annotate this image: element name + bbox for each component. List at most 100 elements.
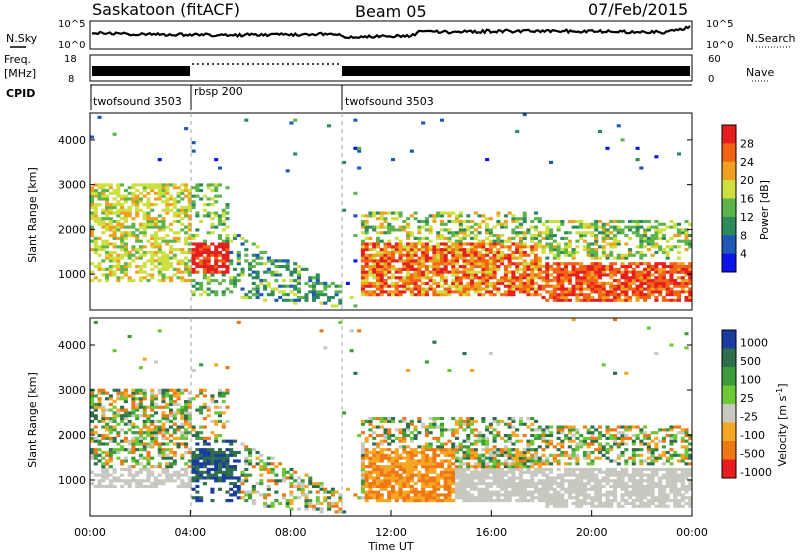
heatmap-cell bbox=[454, 259, 460, 263]
heatmap-cell bbox=[360, 431, 365, 435]
heatmap-cell bbox=[654, 276, 659, 280]
heatmap-cell bbox=[153, 479, 159, 483]
heatmap-cell bbox=[571, 448, 576, 452]
heatmap-cell bbox=[507, 293, 512, 297]
heatmap-cell bbox=[541, 222, 546, 226]
heatmap-cell bbox=[601, 453, 606, 457]
heatmap-cell bbox=[515, 467, 520, 472]
heatmap-cell bbox=[688, 239, 693, 243]
heatmap-cell bbox=[522, 453, 527, 457]
heatmap-cell bbox=[605, 222, 610, 226]
heatmap-cell bbox=[500, 293, 505, 297]
heatmap-cell bbox=[105, 197, 110, 201]
heatmap-cell bbox=[172, 431, 177, 435]
heatmap-cell bbox=[289, 284, 294, 288]
heatmap-cell bbox=[492, 273, 497, 277]
heatmap-cell bbox=[549, 279, 554, 283]
heatmap-cell bbox=[545, 245, 550, 249]
heatmap-cell bbox=[530, 493, 535, 497]
heatmap-cell bbox=[255, 276, 260, 280]
heatmap-cell bbox=[526, 276, 531, 280]
heatmap-cell bbox=[153, 197, 159, 201]
heatmap-cell bbox=[93, 439, 98, 443]
heatmap-cell bbox=[616, 281, 621, 285]
heatmap-cell bbox=[541, 462, 546, 466]
heatmap-cell bbox=[413, 250, 418, 255]
heatmap-cell bbox=[575, 490, 580, 494]
heatmap-cell bbox=[684, 234, 689, 238]
heatmap-cell bbox=[560, 476, 565, 480]
heatmap-cell bbox=[394, 287, 399, 291]
heatmap-cell bbox=[127, 262, 132, 266]
heatmap-cell bbox=[232, 453, 238, 457]
heatmap-cell bbox=[217, 414, 222, 418]
heatmap-cell bbox=[575, 501, 580, 505]
heatmap-cell bbox=[289, 482, 294, 486]
heatmap-cell bbox=[108, 186, 113, 190]
heatmap-cell bbox=[582, 231, 587, 235]
heatmap-cell bbox=[643, 239, 648, 243]
heatmap-cell bbox=[631, 225, 636, 229]
heatmap-cell bbox=[105, 453, 110, 457]
heatmap-cell bbox=[368, 473, 373, 477]
heatmap-cell bbox=[206, 459, 211, 463]
heatmap-cell bbox=[545, 234, 550, 238]
heatmap-cell bbox=[485, 276, 490, 280]
heatmap-cell bbox=[364, 281, 369, 285]
heatmap-cell bbox=[586, 248, 591, 252]
heatmap-cell bbox=[436, 284, 441, 288]
heatmap-cell bbox=[296, 264, 301, 269]
heatmap-cell bbox=[202, 194, 207, 198]
heatmap-cell bbox=[281, 473, 286, 477]
heatmap-cell bbox=[93, 203, 98, 207]
heatmap-cell bbox=[473, 262, 478, 266]
heatmap-cell bbox=[202, 208, 207, 212]
heatmap-cell bbox=[549, 273, 554, 277]
heatmap-cell bbox=[635, 146, 640, 150]
heatmap-cell bbox=[191, 236, 196, 240]
heatmap-cell bbox=[458, 462, 463, 466]
heatmap-cell bbox=[368, 293, 373, 297]
heatmap-cell bbox=[616, 501, 621, 505]
heatmap-cell bbox=[473, 236, 478, 240]
heatmap-cell bbox=[131, 411, 136, 415]
heatmap-cell bbox=[360, 264, 365, 269]
heatmap-cell bbox=[590, 450, 595, 455]
heatmap-cell bbox=[406, 368, 411, 373]
heatmap-cell bbox=[116, 188, 121, 193]
heatmap-cell bbox=[108, 270, 113, 274]
heatmap-cell bbox=[582, 276, 587, 280]
heatmap-cell bbox=[123, 264, 128, 269]
heatmap-cell bbox=[225, 476, 230, 480]
heatmap-cell bbox=[195, 476, 200, 480]
heatmap-cell bbox=[522, 273, 527, 277]
heatmap-cell bbox=[597, 290, 602, 294]
heatmap-cell bbox=[688, 273, 693, 277]
heatmap-cell bbox=[195, 250, 200, 255]
heatmap-cell bbox=[579, 433, 584, 438]
heatmap-cell bbox=[518, 439, 523, 443]
heatmap-cell bbox=[153, 191, 159, 195]
heatmap-cell bbox=[646, 264, 651, 269]
heatmap-cell bbox=[90, 135, 95, 139]
heatmap-cell bbox=[112, 476, 117, 480]
heatmap-cell bbox=[123, 236, 128, 240]
heatmap-cell bbox=[383, 279, 388, 283]
heatmap-cell bbox=[364, 270, 369, 274]
heatmap-cell bbox=[229, 465, 234, 469]
heatmap-cell bbox=[458, 219, 463, 224]
heatmap-cell bbox=[515, 433, 520, 438]
heatmap-cell bbox=[135, 200, 140, 204]
heatmap-cell bbox=[206, 281, 211, 285]
heatmap-cell bbox=[582, 490, 587, 494]
heatmap-cell bbox=[665, 281, 670, 285]
heatmap-cell bbox=[406, 482, 411, 486]
heatmap-cell bbox=[263, 298, 268, 302]
heatmap-cell bbox=[439, 484, 444, 489]
heatmap-cell bbox=[552, 493, 557, 497]
heatmap-cell bbox=[108, 450, 113, 455]
heatmap-cell bbox=[116, 262, 121, 266]
heatmap-cell bbox=[229, 476, 234, 480]
heatmap-cell bbox=[594, 234, 599, 238]
heatmap-cell bbox=[169, 414, 174, 418]
